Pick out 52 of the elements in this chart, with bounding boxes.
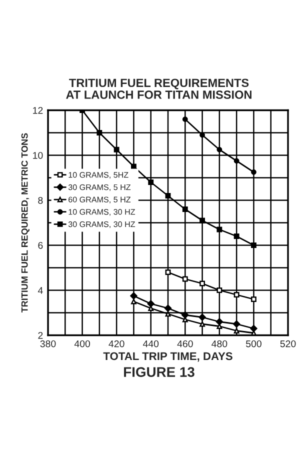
y-axis-title: TRITIUM FUEL REQUIRED, METRIC TONS	[21, 133, 30, 313]
legend-label: 30 GRAMS, 5 HZ	[68, 184, 131, 192]
point	[165, 193, 171, 198]
point	[216, 226, 222, 232]
x-tick-label: 400	[74, 340, 90, 348]
y-tick-label: 6	[38, 242, 43, 249]
point	[131, 298, 136, 304]
y-tick-label: 8	[38, 196, 43, 204]
legend-label: 30 GRAMS, 30 HZ	[68, 221, 136, 228]
y-tick-label: 2	[38, 332, 43, 339]
point	[164, 304, 172, 312]
caption: FIGURE 13	[124, 367, 194, 377]
point	[216, 288, 222, 293]
point	[182, 206, 188, 212]
point	[200, 321, 205, 327]
x-tick-label: 520	[280, 340, 296, 348]
y-tick-label: 12	[33, 106, 43, 114]
point	[96, 130, 102, 136]
y-tick-label: 4	[38, 287, 43, 294]
legend-label: 10 GRAMS, 5HZ	[68, 172, 128, 179]
x-tick-label: 460	[177, 340, 193, 348]
point	[182, 276, 188, 282]
x-tick-label: 480	[212, 340, 228, 348]
x-tick-label: 440	[142, 340, 159, 348]
point	[216, 318, 223, 326]
point	[114, 146, 120, 152]
point	[200, 280, 205, 286]
point	[148, 180, 154, 185]
point	[250, 324, 258, 332]
y-tick-label: 10	[33, 152, 43, 159]
point	[182, 116, 188, 122]
point	[234, 158, 240, 164]
legend-label: 60 GRAMS, 5 HZ	[68, 196, 131, 204]
point	[251, 169, 256, 175]
point	[182, 311, 189, 319]
point	[198, 314, 206, 321]
chart-title: TRITIUM FUEL REQUIREMENTS AT LAUNCH FOR TITAN MISSION	[66, 78, 252, 99]
point	[130, 292, 138, 300]
point	[147, 300, 154, 308]
point	[234, 292, 240, 298]
x-axis-title: TOTAL TRIP TIME, DAYS	[103, 352, 232, 362]
point	[165, 270, 171, 275]
point	[233, 320, 240, 328]
point	[251, 296, 256, 302]
point	[234, 234, 240, 239]
point	[200, 218, 205, 224]
point	[251, 242, 256, 248]
x-tick-label: 500	[246, 340, 262, 348]
x-tick-label: 380	[40, 340, 56, 348]
x-tick-label: 420	[108, 340, 124, 348]
point	[216, 146, 222, 152]
legend-label: 10 GRAMS, 30 HZ	[68, 209, 136, 216]
